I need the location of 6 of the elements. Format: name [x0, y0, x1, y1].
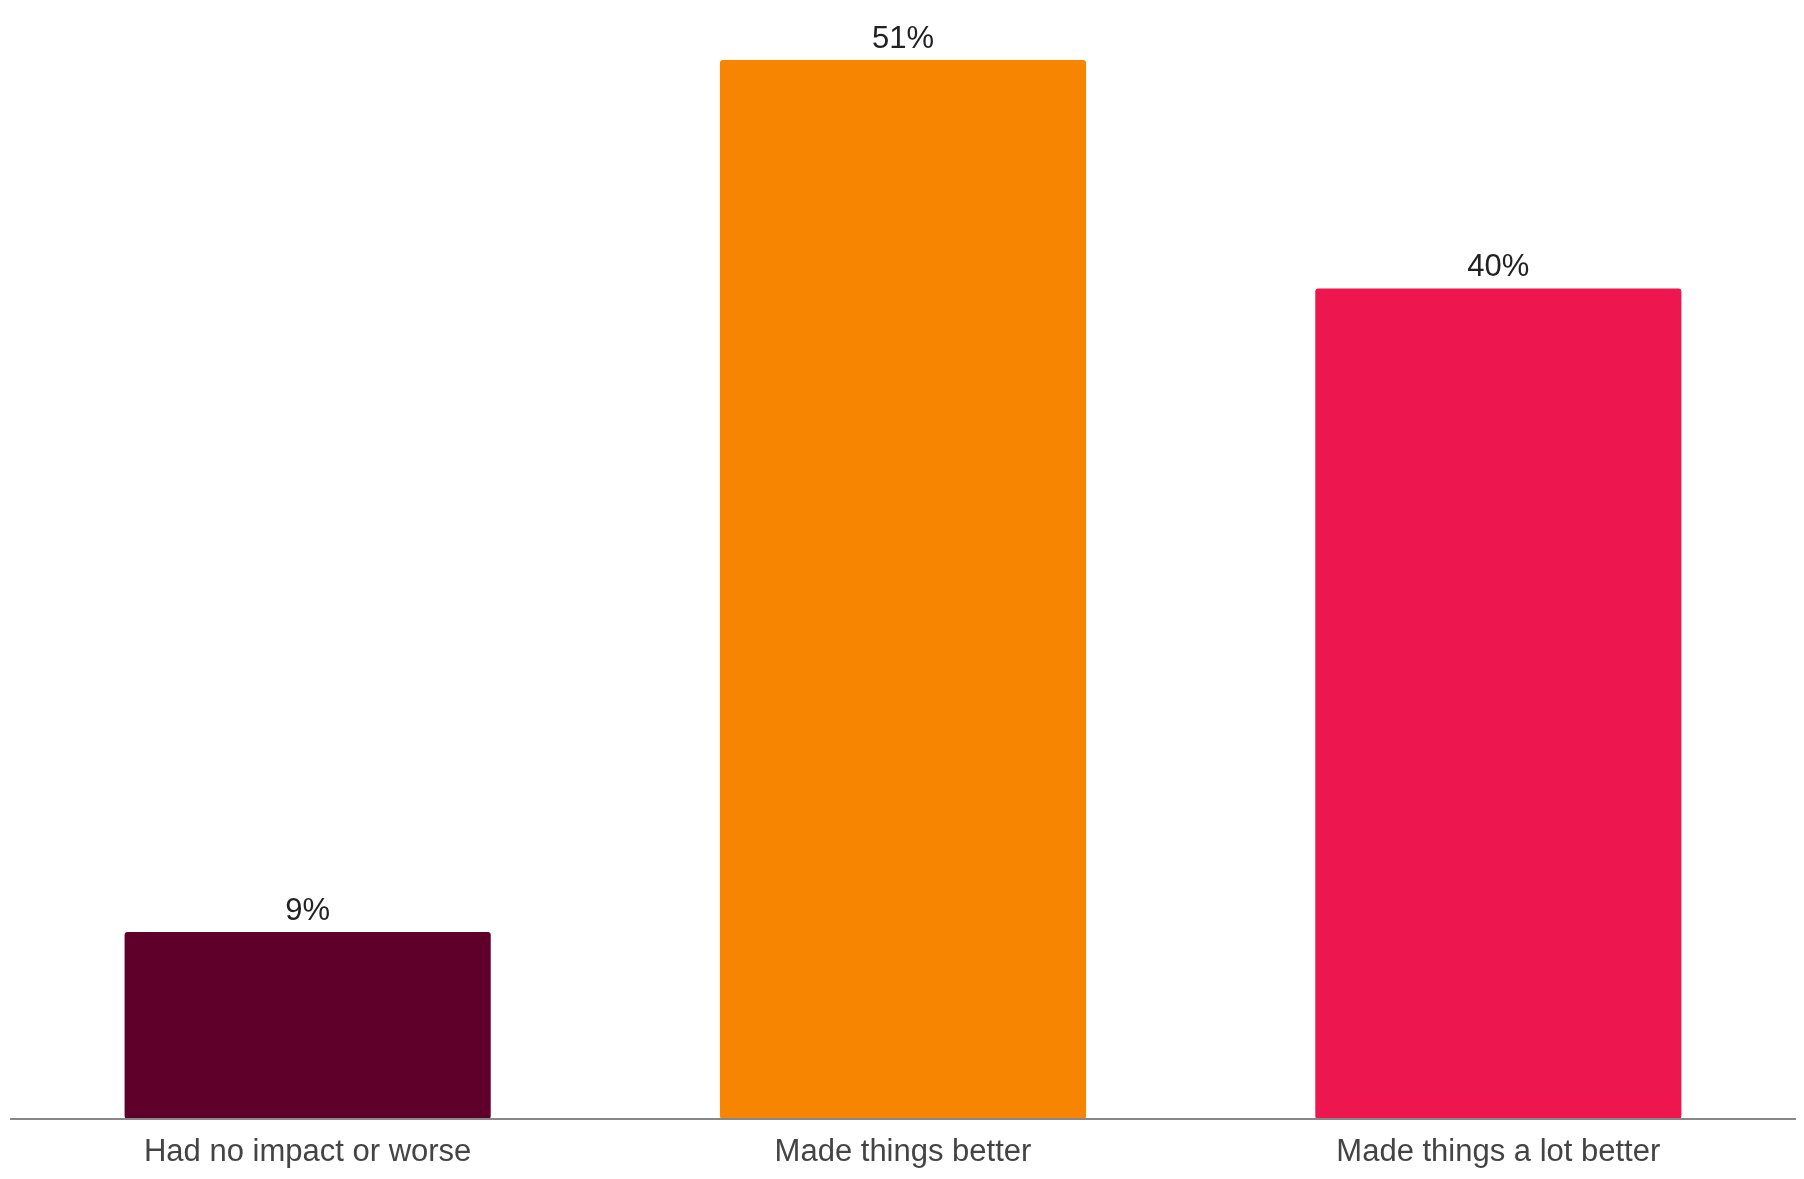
x-tick-label: Had no impact or worse [143, 1133, 472, 1168]
x-tick-label: Made things a lot better [1336, 1133, 1661, 1168]
x-tick-label: Made things better [774, 1133, 1032, 1168]
data-label: 51% [871, 20, 935, 55]
data-label: 9% [285, 892, 331, 928]
data-label: 40% [1467, 248, 1530, 284]
